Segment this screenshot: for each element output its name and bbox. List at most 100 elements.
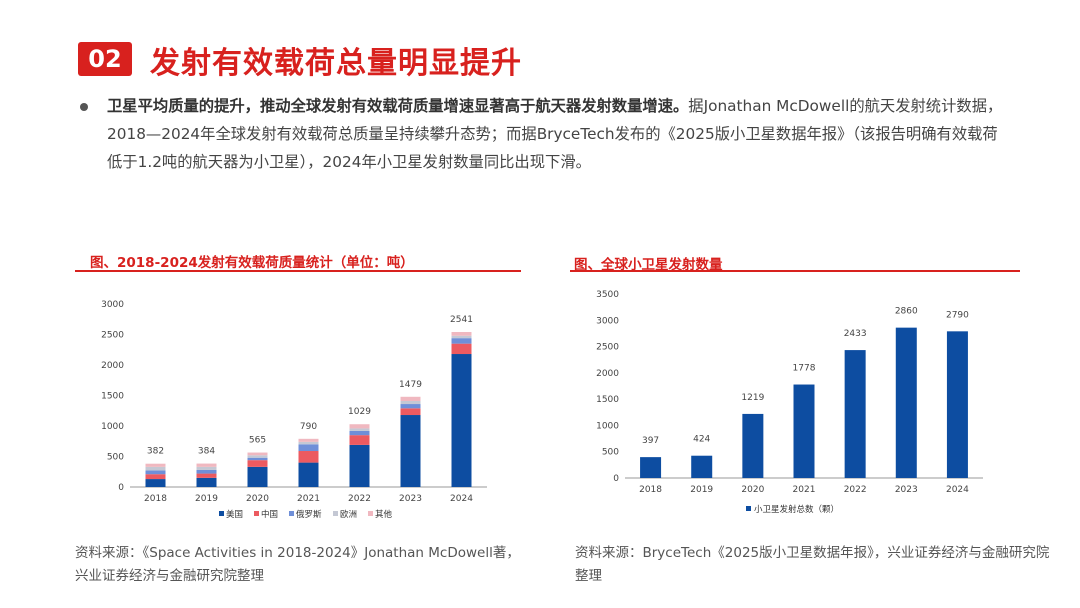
bullet-dot	[80, 103, 88, 111]
y-tick-label: 0	[613, 474, 619, 484]
legend-swatch	[254, 511, 259, 516]
bar-segment	[451, 343, 472, 355]
y-tick-label: 1500	[596, 395, 619, 405]
legend-label: 美国	[226, 509, 243, 520]
bar-segment	[400, 400, 421, 405]
bar-segment	[196, 473, 217, 478]
bar-segment	[400, 415, 421, 487]
bar-segment	[451, 331, 472, 336]
bar	[793, 384, 815, 478]
data-label: 384	[198, 447, 215, 457]
bar-segment	[298, 462, 319, 487]
left-chart-rule	[75, 270, 521, 272]
data-label: 424	[693, 435, 710, 445]
x-tick-label: 2024	[946, 485, 969, 495]
summary-paragraph: 卫星平均质量的提升，推动全球发射有效载荷质量增速显著高于航天器发射数量增速。据J…	[107, 92, 1007, 176]
data-label: 1479	[399, 380, 422, 390]
bar-segment	[247, 460, 268, 467]
legend-swatch	[746, 506, 751, 511]
bar	[844, 350, 866, 478]
y-tick-label: 500	[602, 448, 619, 458]
legend-label: 中国	[261, 509, 278, 520]
payload-mass-chart: 0 500 1000 1500 2000 2500 3000 2018 382 2019 384 20…	[101, 300, 487, 520]
page-title: 发射有效载荷总量明显提升	[150, 46, 522, 81]
bar-segment	[298, 441, 319, 445]
legend-label: 小卫星发射总数（颗）	[754, 504, 839, 515]
bar-segment	[145, 474, 166, 480]
legend-label: 俄罗斯	[296, 509, 322, 520]
bar-segment	[349, 435, 370, 445]
y-tick-label: 2500	[101, 331, 124, 341]
data-label: 1219	[741, 393, 764, 403]
legend-swatch	[289, 511, 294, 516]
bar-segment	[400, 396, 421, 401]
x-tick-label: 2021	[297, 494, 320, 504]
data-label: 2790	[946, 310, 969, 320]
smallsat-launch-chart: 0 500 1000 1500 2000 2500 3000 3500 397 2018 424 20…	[596, 290, 983, 515]
x-tick-label: 2019	[690, 485, 713, 495]
bar-segment	[349, 430, 370, 436]
right-chart-source: 资料来源：BryceTech《2025版小卫星数据年报》，兴业证券经济与金融研究…	[575, 545, 1050, 584]
data-label: 2433	[844, 329, 867, 339]
y-tick-label: 3000	[596, 316, 619, 326]
bar-segment	[451, 338, 472, 344]
left-chart-source: 资料来源：《Space Activities in 2018-2024》Jona…	[75, 545, 520, 584]
bar-segment	[247, 466, 268, 487]
bar	[691, 455, 713, 478]
data-label: 565	[249, 436, 266, 446]
bar-segment	[298, 451, 319, 463]
bar-segment	[145, 463, 166, 467]
x-tick-label: 2019	[195, 494, 218, 504]
bar-segment	[400, 408, 421, 416]
x-tick-label: 2023	[399, 494, 422, 504]
bar-segment	[298, 438, 319, 442]
data-label: 382	[147, 447, 164, 457]
bar-segment	[451, 354, 472, 487]
bar-segment	[400, 404, 421, 409]
bar-segment	[145, 479, 166, 487]
legend-swatch	[219, 511, 224, 516]
bar-segment	[196, 466, 217, 470]
bar-segment	[247, 457, 268, 461]
y-tick-label: 0	[118, 483, 124, 493]
bar-segment	[349, 428, 370, 431]
left-chart-caption: 图、2018-2024发射有效载荷质量统计（单位：吨）	[90, 255, 414, 271]
bar-segment	[196, 463, 217, 467]
right-chart-caption: 图、全球小卫星发射数量	[574, 257, 723, 273]
bar-segment	[196, 469, 217, 474]
x-tick-label: 2020	[741, 485, 764, 495]
bar-segment	[451, 335, 472, 339]
legend-label: 其他	[375, 509, 393, 520]
bar-segment	[196, 477, 217, 487]
x-tick-label: 2022	[348, 494, 371, 504]
data-label: 397	[642, 436, 659, 446]
bar-segment	[349, 424, 370, 429]
x-tick-label: 2018	[144, 494, 167, 504]
legend-label: 欧洲	[340, 509, 357, 520]
y-tick-label: 1000	[596, 421, 619, 431]
y-tick-label: 2000	[596, 369, 619, 379]
x-tick-label: 2024	[450, 494, 473, 504]
y-tick-label: 2500	[596, 343, 619, 353]
y-tick-label: 2000	[101, 361, 124, 371]
bar-segment	[247, 455, 268, 458]
x-tick-label: 2022	[844, 485, 867, 495]
x-tick-label: 2020	[246, 494, 269, 504]
y-tick-label: 3500	[596, 290, 619, 300]
y-tick-label: 3000	[101, 300, 124, 310]
data-label: 790	[300, 422, 317, 432]
legend-swatch	[368, 511, 373, 516]
bar-segment	[247, 452, 268, 456]
data-label: 2860	[895, 307, 918, 317]
section-number-badge: 02	[78, 42, 132, 76]
bar-segment	[145, 466, 166, 471]
bar	[640, 457, 662, 478]
bar	[742, 413, 764, 478]
summary-lead: 卫星平均质量的提升，推动全球发射有效载荷质量增速显著高于航天器发射数量增速。	[107, 97, 689, 115]
bar-segment	[349, 444, 370, 487]
right-chart-rule	[570, 270, 1020, 272]
bar-segment	[145, 470, 166, 475]
bar	[895, 327, 917, 478]
data-label: 1778	[793, 364, 816, 374]
y-tick-label: 500	[107, 453, 124, 463]
